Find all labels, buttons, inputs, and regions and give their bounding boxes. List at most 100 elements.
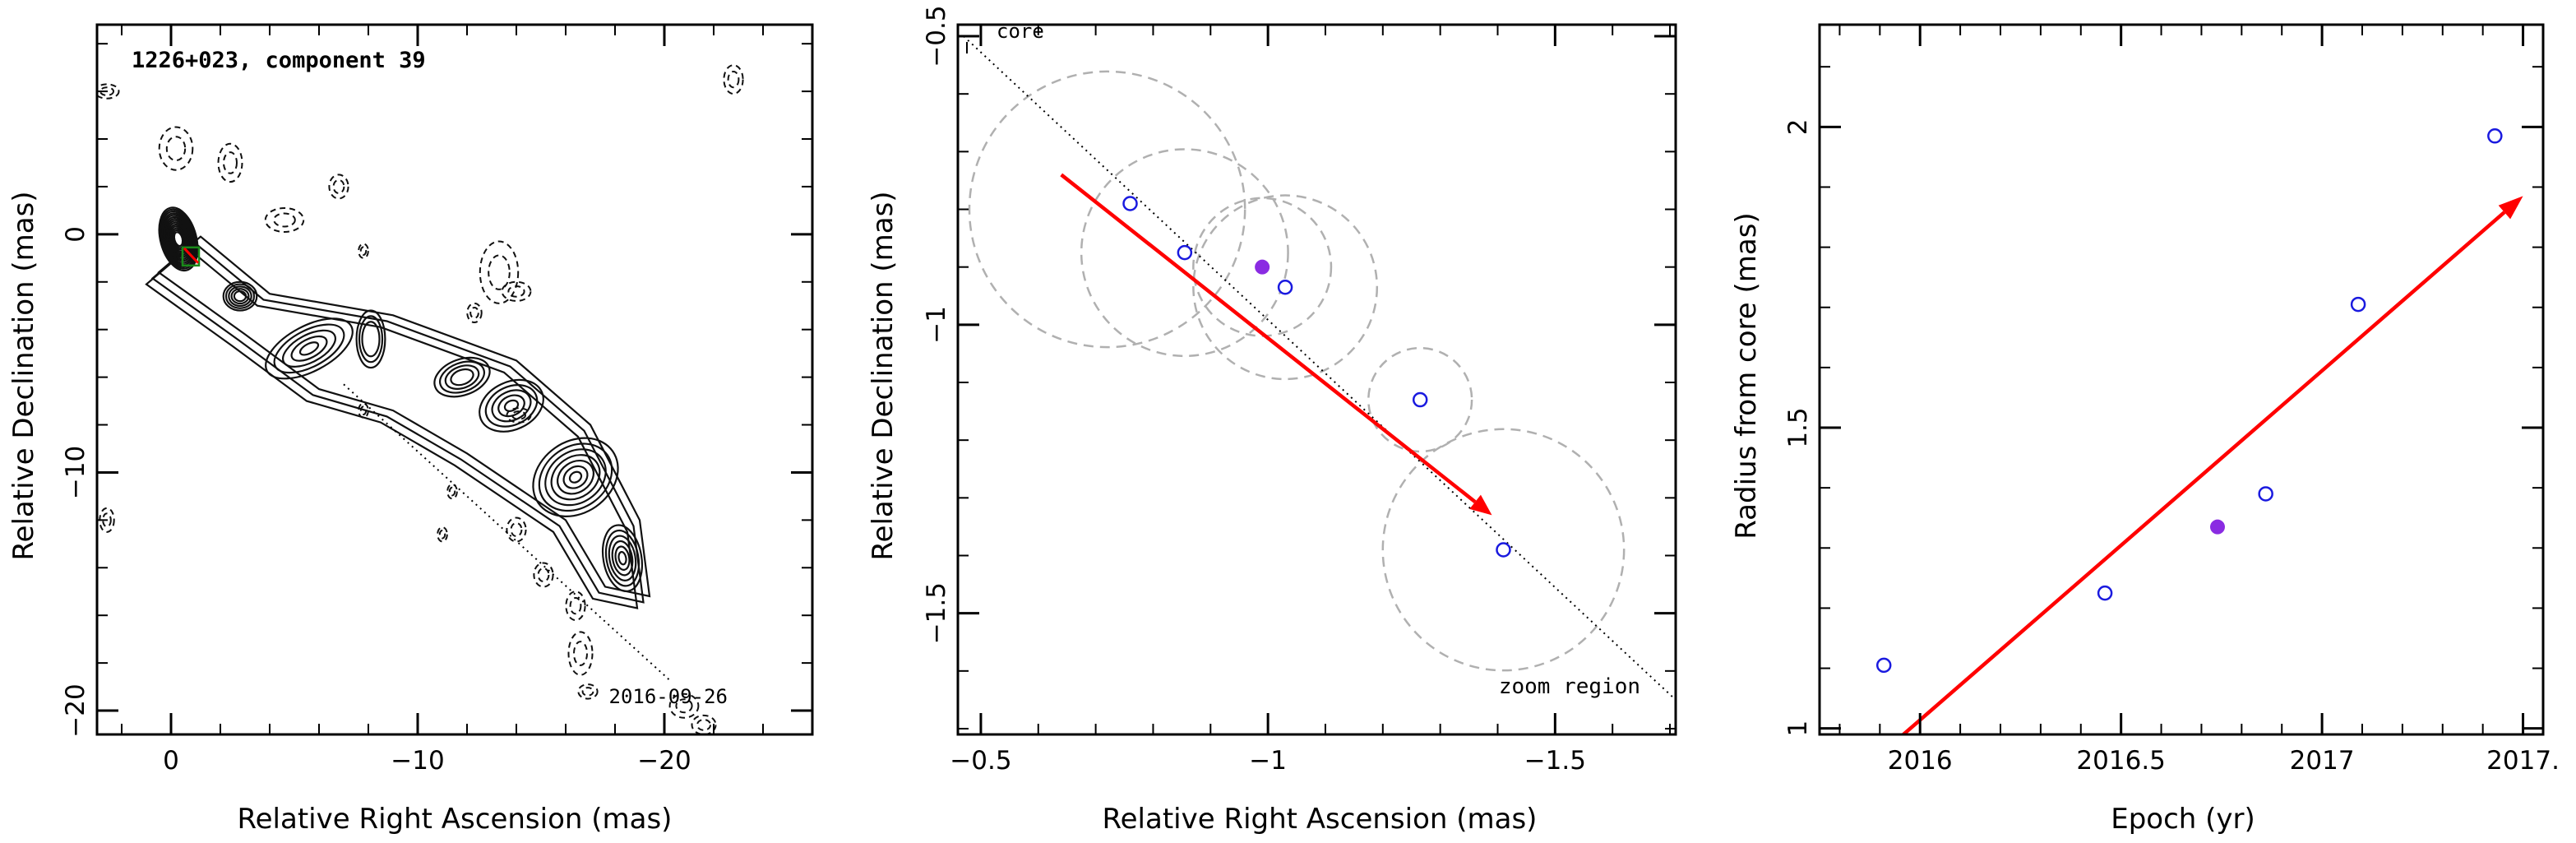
contour-level <box>444 364 480 390</box>
negative-contour <box>565 591 586 622</box>
y-tick-label: −0.5 <box>922 5 951 67</box>
negative-contour <box>273 212 296 228</box>
contour-level <box>358 315 384 364</box>
contour-level <box>164 218 192 261</box>
panel1-date-label: 2016-09-26 <box>609 685 728 708</box>
negative-contour <box>691 714 717 734</box>
panel-radius-vs-epoch: Epoch (yr) Radius from core (mas) 2016 20… <box>1730 23 2560 836</box>
zoom-region-box <box>181 246 201 267</box>
x-tick-label: −20 <box>637 746 691 776</box>
panel2-frame <box>956 23 1677 736</box>
negative-contour <box>577 683 599 700</box>
panel-contour-map: 1226+023, component 39 2016-09-26 Relati… <box>7 23 814 836</box>
y-tick-label: 0 <box>61 226 90 243</box>
y-tick-label: 1.5 <box>1783 407 1813 447</box>
contour-level <box>433 356 491 398</box>
epoch-plot-area <box>1875 128 2523 734</box>
negative-contour <box>668 692 700 719</box>
contour-level <box>611 540 634 577</box>
negative-contour <box>358 402 369 419</box>
y-tick-label: −20 <box>61 683 90 737</box>
negative-contour <box>438 529 446 540</box>
contour-level <box>361 321 381 358</box>
negative-contour <box>675 698 693 714</box>
contour-level <box>273 323 345 374</box>
radius-data-point <box>2097 585 2113 601</box>
contour-level <box>532 437 619 517</box>
negative-contour <box>466 302 483 324</box>
negative-contour <box>567 631 594 676</box>
x-tick-label: −1.5 <box>1524 746 1586 776</box>
panel2-xlabel: Relative Right Ascension (mas) <box>1103 803 1538 836</box>
contour-plot-area <box>97 64 744 734</box>
negative-contour <box>506 516 527 543</box>
contour-level <box>158 206 199 272</box>
fit-line-arrowhead <box>2498 196 2523 220</box>
contour-level <box>228 285 252 308</box>
negative-contour <box>537 567 550 582</box>
negative-contour <box>569 597 582 615</box>
negative-contour <box>511 410 526 420</box>
panel2-ticks: −0.5 −1 −1.5 −0.5 −1 −1.5 <box>922 5 1676 776</box>
contours <box>97 64 744 734</box>
panel1-ylabel: Relative Declination (mas) <box>7 191 40 560</box>
jet-envelope-contour <box>145 247 639 609</box>
radius-data-point <box>1875 657 1892 674</box>
contour-level <box>439 360 485 394</box>
negative-contour <box>264 206 305 233</box>
negative-contour <box>723 64 744 95</box>
negative-contour <box>581 687 594 697</box>
error-circle <box>1367 346 1473 453</box>
contour-level <box>230 288 250 305</box>
current-epoch-point <box>2210 519 2225 535</box>
panel2-region-label: zoom region <box>1499 674 1640 699</box>
panel1-xlabel: Relative Right Ascension (mas) <box>238 803 673 836</box>
negative-contour <box>446 483 458 500</box>
y-tick-label: −10 <box>61 446 90 499</box>
panel3-frame <box>1818 23 2545 736</box>
contour-level <box>173 231 184 248</box>
contour-level <box>604 529 641 587</box>
error-circle <box>1192 197 1333 337</box>
x-tick-label: −1 <box>1249 746 1287 776</box>
x-tick-label: 2016 <box>1888 746 1953 776</box>
panel3-ylabel: Radius from core (mas) <box>1730 212 1763 539</box>
negative-contour <box>332 178 345 194</box>
panel-zoom-region: core zoom region Relative Right Ascensio… <box>867 5 1677 836</box>
negative-contour <box>479 240 520 304</box>
negative-contour <box>359 405 368 415</box>
contour-level <box>617 550 627 566</box>
error-circle <box>1080 148 1289 358</box>
error-circle <box>968 70 1246 349</box>
component-position-point <box>1412 391 1428 408</box>
negative-contour <box>223 151 238 174</box>
negative-contour <box>328 174 349 200</box>
contour-level <box>282 329 336 368</box>
negative-contour <box>358 243 369 259</box>
contour-level <box>491 389 532 423</box>
contour-level <box>160 208 197 270</box>
contour-level <box>479 378 544 433</box>
negative-contour <box>573 641 588 666</box>
contour-level <box>544 448 607 507</box>
panel3-ticks: 2016 2016.5 2017 2017. 1 1.5 2 <box>1783 25 2560 776</box>
panel1-title: 1226+023, component 39 <box>132 48 426 73</box>
contour-level <box>568 470 583 484</box>
trajectory-arrow <box>1060 173 1477 504</box>
panel3-xlabel: Epoch (yr) <box>2111 803 2255 836</box>
radius-data-point <box>2487 128 2503 144</box>
contour-level <box>163 214 194 264</box>
contour-level <box>608 535 637 581</box>
contour-level <box>601 524 644 592</box>
x-tick-label: 0 <box>163 746 179 776</box>
x-tick-label: −10 <box>391 746 444 776</box>
y-tick-label: 2 <box>1783 118 1813 135</box>
contour-level <box>538 442 613 512</box>
negative-contour <box>97 83 120 100</box>
negative-contour <box>533 562 554 588</box>
radius-data-point <box>2350 296 2366 313</box>
error-circle <box>1192 194 1379 381</box>
negative-contour <box>506 407 532 424</box>
error-circle <box>1381 428 1626 672</box>
current-epoch-point <box>1255 259 1270 275</box>
